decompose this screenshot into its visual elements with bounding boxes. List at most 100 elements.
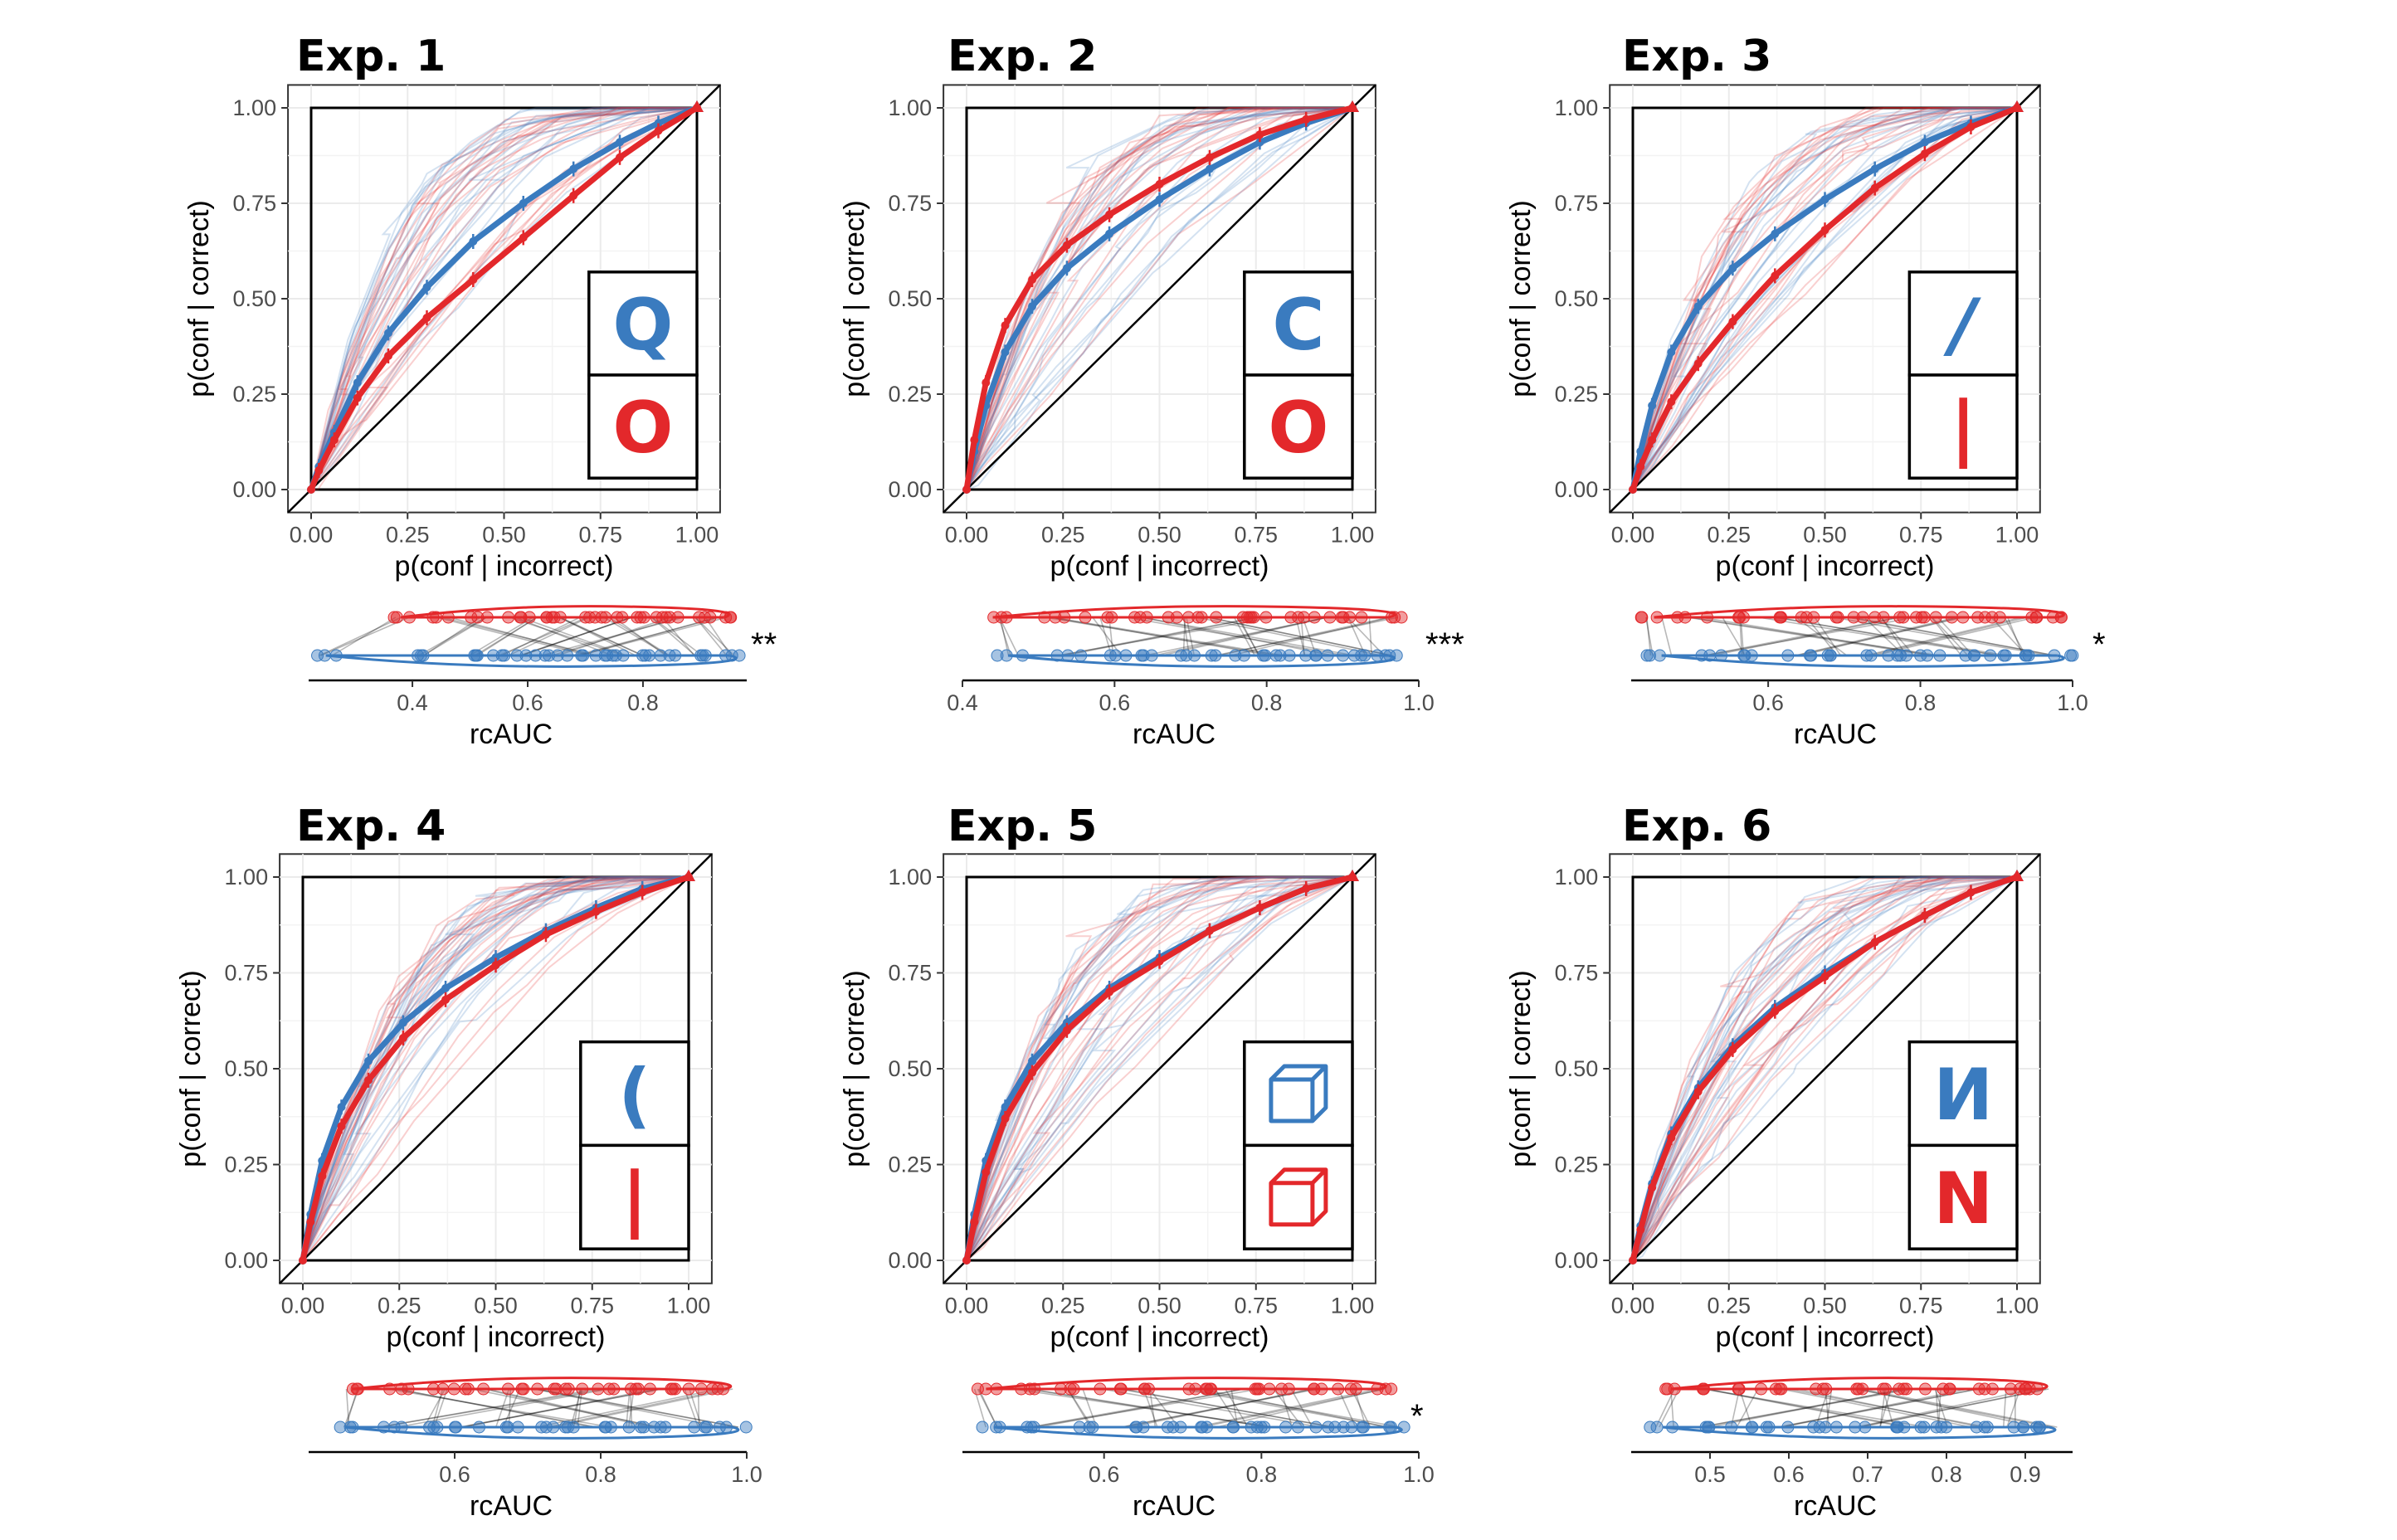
- series-red: [1629, 100, 2024, 494]
- participant-curve: [1632, 876, 2017, 1261]
- participant-curve: [966, 876, 1352, 1261]
- rcauc-point-red: [655, 611, 669, 624]
- rcauc-point-blue: [487, 649, 500, 662]
- participant-curve: [310, 107, 698, 490]
- paired-line: [1082, 1388, 1098, 1428]
- rcauc-point-red: [1067, 1382, 1080, 1396]
- participant-curve: [966, 876, 1353, 1261]
- rcauc-point-red: [1993, 611, 2006, 624]
- rcauc-tick-label: 0.7: [1852, 1462, 1883, 1487]
- rcauc-point-blue: [1900, 649, 1913, 662]
- rcauc-point-blue: [663, 649, 676, 662]
- rcauc-tick-label: 0.8: [1251, 690, 1283, 715]
- participant-curve: [966, 876, 1352, 1261]
- paired-line: [999, 616, 1010, 656]
- paired-line: [1119, 1388, 1334, 1428]
- y-tick-label: 0.75: [889, 191, 933, 216]
- paired-line: [1738, 1388, 1753, 1428]
- paired-line: [1181, 1388, 1390, 1428]
- rcauc-point-blue: [1086, 1421, 1099, 1434]
- rcauc-point-red: [387, 611, 401, 624]
- rcauc-point-red: [1385, 1382, 1398, 1396]
- paired-line: [345, 1388, 358, 1428]
- participant-curve: [966, 876, 1353, 1261]
- paired-line: [1834, 616, 2049, 656]
- paired-line: [1935, 1388, 1940, 1428]
- rcauc-point-red: [501, 1382, 514, 1396]
- rcauc-point-red: [436, 1382, 450, 1396]
- rcauc-point-red: [1879, 1382, 1893, 1396]
- rcauc-axis-title: rcAUC: [1133, 719, 1216, 750]
- participant-curve: [310, 107, 697, 490]
- paired-line: [1670, 1388, 1674, 1428]
- rcauc-point-red: [1388, 611, 1401, 624]
- paired-line: [1730, 1388, 1741, 1428]
- participant-curve: [966, 107, 1353, 490]
- rcauc-point-blue: [647, 1421, 660, 1434]
- participant-curve: [1632, 876, 2018, 1261]
- rcauc-point-blue: [1174, 649, 1187, 662]
- paired-line: [501, 616, 581, 656]
- participant-curve: [310, 107, 698, 490]
- paired-line: [331, 616, 397, 656]
- rcauc-point-red: [1355, 611, 1368, 624]
- rcauc-point-red: [1978, 611, 1991, 624]
- rcauc-point-blue: [1882, 649, 1895, 662]
- rcauc-point-blue: [1914, 1421, 1927, 1434]
- rcauc-point-blue: [519, 649, 533, 662]
- y-tick-label: 0.00: [1555, 477, 1599, 502]
- axes: 0.00 0.25 0.50 0.75 1.00 0.00 0.25 0.50 0.75 1.00…: [1505, 865, 2039, 1353]
- participant-curve: [302, 876, 689, 1261]
- legend-symbol-red: N: [1933, 1157, 1993, 1240]
- rcauc-point-red: [1915, 611, 1928, 624]
- paired-line: [1200, 1388, 1387, 1428]
- participant-curve: [302, 876, 689, 1261]
- y-tick-label: 0.00: [225, 1248, 269, 1273]
- rcauc-point-red: [1079, 611, 1092, 624]
- paired-line: [1126, 616, 1347, 656]
- x-tick-label: 0.25: [1707, 1294, 1751, 1318]
- paired-line: [1207, 616, 1392, 656]
- paired-line: [1704, 616, 1916, 656]
- participant-curve: [966, 876, 1352, 1261]
- mean-roc-line: [1630, 105, 2019, 490]
- chance-diagonal: [943, 84, 1376, 514]
- rcauc-point-red: [634, 611, 647, 624]
- rcauc-point-red: [515, 1382, 529, 1396]
- rcauc-point-red: [1385, 611, 1398, 624]
- panel-exp-5: Exp. 50.00 0.25 0.50 0.75 1.000.000.250.500.…: [839, 802, 1435, 1522]
- violin-outline: [352, 1377, 733, 1391]
- mean-roc-line: [1630, 105, 2019, 491]
- participant-curve: [966, 107, 1352, 490]
- rcauc-point-blue: [2019, 649, 2033, 662]
- y-tick-label: 0.75: [1555, 191, 1599, 216]
- paired-line: [577, 1388, 583, 1428]
- rcauc-point-blue: [1291, 1421, 1304, 1434]
- participant-curve: [310, 107, 698, 490]
- y-tick-label: 0.75: [1555, 961, 1599, 986]
- rcauc-point-red: [637, 611, 650, 624]
- rcauc-point-blue: [1205, 649, 1218, 662]
- x-tick-label: 0.50: [1138, 1294, 1181, 1318]
- rcauc-point-red: [1138, 1382, 1151, 1396]
- rcauc-point-red: [2030, 611, 2044, 624]
- paired-line: [1860, 1388, 2046, 1428]
- mean-roc-line: [963, 105, 1354, 490]
- x-tick-label: 0.25: [1707, 523, 1751, 548]
- rcauc-point-blue: [1250, 1421, 1264, 1434]
- participant-curve: [966, 107, 1353, 490]
- rcauc-point-blue: [1643, 649, 1656, 662]
- rcauc-tick-label: 0.9: [2010, 1462, 2041, 1487]
- rcauc-point-blue: [636, 649, 650, 662]
- endpoint-marker: [682, 870, 695, 881]
- paired-line: [608, 616, 670, 656]
- rcauc-point-blue: [501, 1421, 514, 1434]
- x-tick-label: 1.00: [1995, 523, 2039, 548]
- endpoint-marker: [690, 100, 704, 112]
- participant-curve: [966, 107, 1353, 490]
- paired-line: [476, 616, 538, 656]
- rcauc-point-red: [1820, 1382, 1833, 1396]
- paired-line: [1703, 1388, 1927, 1428]
- paired-line: [1122, 1388, 1318, 1428]
- rcauc-point-red: [1058, 611, 1071, 624]
